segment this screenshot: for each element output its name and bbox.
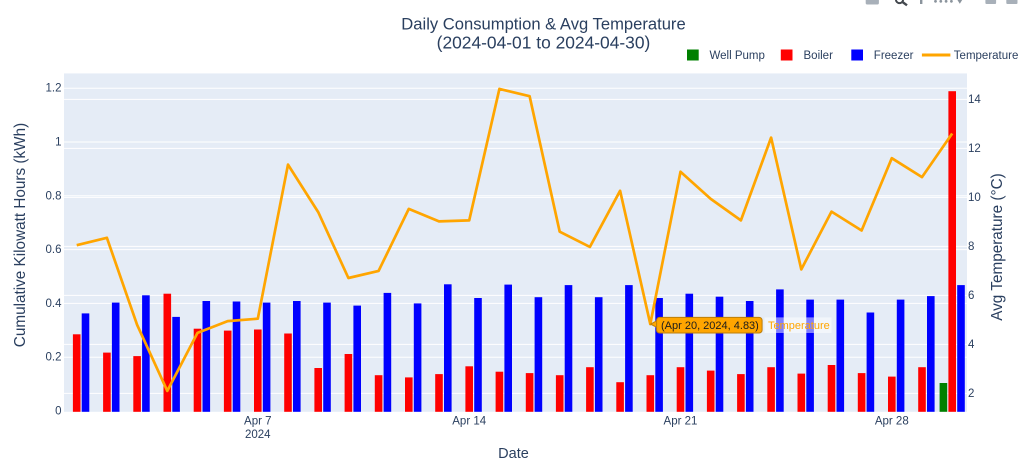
svg-text:0: 0 [55, 406, 61, 418]
svg-text:8: 8 [968, 241, 974, 253]
svg-text:6: 6 [968, 290, 974, 302]
svg-text:Date: Date [498, 446, 529, 462]
svg-text:2024: 2024 [245, 429, 271, 441]
svg-text:10: 10 [968, 192, 981, 204]
svg-text:2: 2 [968, 388, 974, 400]
svg-text:Apr 7: Apr 7 [244, 416, 272, 428]
svg-text:12: 12 [968, 143, 981, 155]
svg-text:0.4: 0.4 [46, 298, 63, 310]
svg-text:Apr 21: Apr 21 [664, 416, 698, 428]
svg-text:Apr 28: Apr 28 [875, 416, 909, 428]
svg-text:Temperature: Temperature [954, 50, 1019, 62]
svg-text:0.2: 0.2 [46, 352, 62, 364]
svg-text:Avg Temperature (°C): Avg Temperature (°C) [989, 173, 1006, 321]
svg-text:Daily Consumption & Avg Temper: Daily Consumption & Avg Temperature [401, 14, 685, 33]
svg-text:Cumulative Kilowatt Hours (kWh: Cumulative Kilowatt Hours (kWh) [12, 123, 29, 347]
svg-text:(Apr 20, 2024, 4.83): (Apr 20, 2024, 4.83) [661, 320, 759, 332]
svg-text:1.2: 1.2 [46, 83, 62, 95]
svg-text:4: 4 [968, 339, 975, 351]
svg-text:14: 14 [968, 94, 981, 106]
svg-text:0.6: 0.6 [46, 244, 62, 256]
svg-text:Well Pump: Well Pump [710, 50, 765, 62]
svg-text:Apr 14: Apr 14 [452, 416, 486, 428]
svg-text:Boiler: Boiler [804, 50, 834, 62]
svg-text:1: 1 [55, 137, 61, 149]
svg-text:Temperature: Temperature [768, 320, 830, 332]
svg-text:0.8: 0.8 [46, 190, 62, 202]
svg-text:(2024-04-01 to 2024-04-30): (2024-04-01 to 2024-04-30) [437, 32, 651, 52]
svg-text:Freezer: Freezer [874, 50, 914, 62]
